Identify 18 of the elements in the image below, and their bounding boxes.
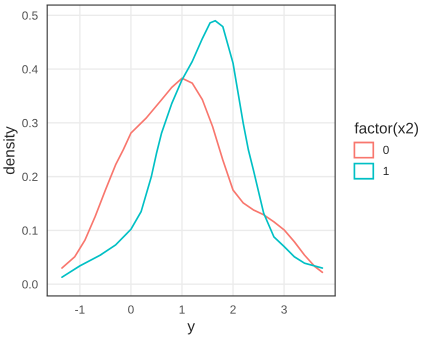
x-tick-label: -1 [75, 305, 85, 314]
line-series [61, 77, 324, 274]
y-tick-label: 0.2 [22, 172, 38, 182]
x-tick-label: 1 [180, 305, 185, 314]
legend-label: 1 [384, 166, 389, 176]
y-tick-label: 0.5 [22, 11, 38, 20]
x-tick-label: 0 [128, 305, 134, 314]
x-tick-label: 3 [281, 305, 287, 314]
y-tick-label: 0.4 [22, 65, 38, 74]
y-tick-label: 0.3 [22, 118, 38, 128]
legend-title: factor(x2) [354, 122, 418, 137]
legend-label: 0 [383, 146, 389, 154]
x-axis-title: y [187, 323, 195, 334]
y-tick-label: 0.1 [22, 226, 38, 235]
y-axis-title: density [3, 126, 18, 174]
line-series [61, 20, 324, 278]
x-tick-label: 2 [230, 305, 236, 314]
y-tick-label: 0.0 [22, 280, 38, 289]
